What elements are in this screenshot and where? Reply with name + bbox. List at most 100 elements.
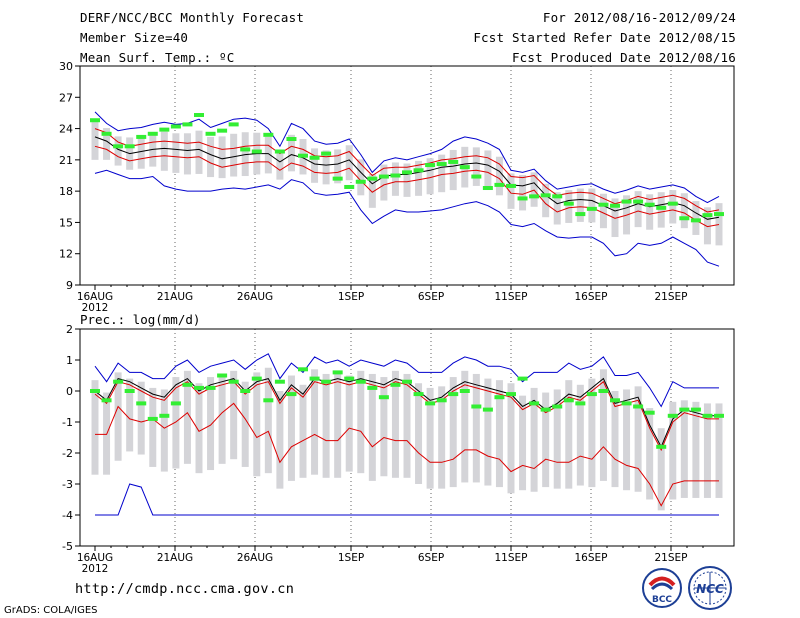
prec-marker <box>633 404 644 409</box>
prec-member-box <box>160 389 168 472</box>
variable-label: Mean Surf. Temp.: ºC <box>80 50 235 65</box>
temp-marker <box>633 199 644 204</box>
prec-marker <box>610 398 620 403</box>
prec-member-box <box>438 386 446 489</box>
temp-marker <box>402 170 412 175</box>
prec-marker <box>378 395 389 400</box>
temp-member-box <box>519 174 527 211</box>
prec-member-box <box>542 392 550 488</box>
prec-marker <box>251 376 262 381</box>
temp-member-box <box>334 149 342 184</box>
temp-marker <box>610 203 620 208</box>
prec-member-box <box>495 380 503 488</box>
temp-marker <box>390 173 401 178</box>
prec-y-tick-label: -3 <box>62 478 73 491</box>
prec-marker <box>217 373 228 378</box>
temp-marker <box>90 118 100 123</box>
prec-x-tick-label: 16SEP <box>575 552 608 564</box>
prec-marker <box>563 398 574 403</box>
prec-marker <box>667 413 678 418</box>
source-url[interactable]: http://cmdp.ncc.cma.gov.cn <box>75 581 295 597</box>
temp-member-box <box>160 131 168 171</box>
prec-member-box <box>334 370 342 478</box>
prec-marker <box>413 392 424 397</box>
prec-marker <box>321 379 332 384</box>
temp-member-box <box>542 183 550 218</box>
prec-x-tick-label: 6SEP <box>418 552 444 564</box>
prec-marker <box>390 382 401 387</box>
temp-marker <box>621 199 632 204</box>
prec-member-box <box>449 377 457 488</box>
prec-y-tick-label: -1 <box>62 416 73 429</box>
temp-member-box <box>380 164 388 201</box>
prec-marker <box>575 401 586 406</box>
prec-y-tick-label: -4 <box>62 509 73 522</box>
temp-marker <box>482 186 493 191</box>
temp-member-box <box>634 191 642 228</box>
temp-member-box <box>472 147 480 186</box>
temp-member-box <box>345 145 353 181</box>
temp-marker <box>656 205 667 210</box>
prec-marker <box>147 416 158 421</box>
temp-marker <box>529 194 540 199</box>
prec-marker <box>482 407 493 412</box>
prec-marker <box>240 389 251 393</box>
prec-member-box <box>565 380 573 489</box>
temp-y-tick-label: 9 <box>66 279 73 292</box>
temp-member-box <box>507 173 515 209</box>
temp-member-box <box>680 193 688 229</box>
temp-marker <box>240 147 251 152</box>
prec-member-box <box>241 381 249 467</box>
prec-member-box <box>599 369 607 481</box>
prec-marker <box>136 401 147 406</box>
ncc-logo-text: NCC <box>696 582 724 596</box>
forecast-period: For 2012/08/16-2012/09/24 <box>542 10 736 25</box>
prec-marker <box>367 385 378 390</box>
prec-marker <box>205 385 216 390</box>
prec-member-box <box>299 384 307 478</box>
prec-member-box <box>253 372 261 477</box>
prec-member-box <box>703 403 711 498</box>
temp-member-box <box>264 136 272 174</box>
prec-member-box <box>207 377 215 471</box>
prec-member-box <box>126 378 134 452</box>
prec-marker <box>425 401 436 406</box>
prec-marker <box>644 410 655 415</box>
prec-member-box <box>657 428 665 511</box>
prec-member-box <box>172 377 180 469</box>
prec-member-box <box>183 370 191 464</box>
forecast-start-date: Fcst Started Refer Date 2012/08/15 <box>473 30 736 45</box>
prec-member-box <box>669 401 677 500</box>
temp-lower-spread-line <box>94 145 720 228</box>
temp-member-box <box>703 207 711 245</box>
prec-marker <box>702 413 713 418</box>
temp-member-box <box>91 120 99 160</box>
temp-marker <box>182 122 193 127</box>
temp-x-tick-label: 16SEP <box>575 291 608 303</box>
prec-marker <box>298 367 308 372</box>
prec-marker <box>182 382 193 387</box>
temp-member-box <box>576 188 584 222</box>
prec-marker <box>459 389 470 393</box>
prec-upper-spread-line <box>94 380 719 452</box>
temp-marker <box>344 184 355 189</box>
temp-year-label: 2012 <box>82 302 109 314</box>
prec-y-tick-label: 2 <box>66 323 73 336</box>
temp-marker <box>586 206 597 211</box>
prec-member-box <box>91 380 99 475</box>
temp-member-box <box>669 190 677 224</box>
prec-member-box <box>287 375 295 481</box>
prec-y-tick-label: 1 <box>66 354 73 367</box>
prec-marker <box>286 392 297 397</box>
prec-marker <box>355 379 366 384</box>
temp-member-box <box>599 193 607 229</box>
temp-marker <box>309 155 320 160</box>
temp-marker <box>598 202 609 207</box>
temp-member-box <box>368 173 376 208</box>
prec-marker <box>506 392 516 397</box>
prec-marker <box>263 398 274 403</box>
temp-member-box <box>692 201 700 235</box>
bcc-logo: BCC <box>642 568 682 608</box>
temp-member-box <box>715 203 723 246</box>
prec-member-box <box>680 400 688 498</box>
